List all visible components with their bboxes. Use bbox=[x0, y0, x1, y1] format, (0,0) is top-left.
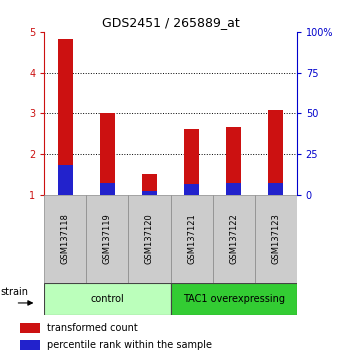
Bar bbox=[20, 323, 40, 333]
Text: GSM137121: GSM137121 bbox=[187, 213, 196, 264]
Bar bbox=[142, 175, 157, 195]
Text: transformed count: transformed count bbox=[47, 322, 138, 332]
Bar bbox=[100, 113, 115, 195]
Text: GSM137120: GSM137120 bbox=[145, 213, 154, 264]
Text: GSM137118: GSM137118 bbox=[61, 213, 70, 264]
Bar bbox=[268, 110, 283, 195]
Bar bbox=[129, 195, 170, 283]
Bar bbox=[170, 283, 297, 315]
Text: GSM137122: GSM137122 bbox=[229, 213, 238, 264]
Bar bbox=[142, 192, 157, 195]
Bar bbox=[44, 195, 86, 283]
Text: GSM137123: GSM137123 bbox=[271, 213, 280, 264]
Bar bbox=[58, 39, 73, 195]
Text: GSM137119: GSM137119 bbox=[103, 213, 112, 264]
Text: strain: strain bbox=[1, 287, 29, 297]
Text: TAC1 overexpressing: TAC1 overexpressing bbox=[182, 294, 285, 304]
Text: control: control bbox=[91, 294, 124, 304]
Bar bbox=[44, 283, 170, 315]
Bar bbox=[170, 195, 212, 283]
Text: percentile rank within the sample: percentile rank within the sample bbox=[47, 340, 212, 350]
Bar bbox=[226, 127, 241, 195]
Bar bbox=[86, 195, 129, 283]
Bar bbox=[212, 195, 255, 283]
Bar bbox=[184, 184, 199, 195]
Bar bbox=[268, 183, 283, 195]
Bar bbox=[184, 129, 199, 195]
Bar bbox=[255, 195, 297, 283]
Bar bbox=[20, 341, 40, 350]
Bar bbox=[100, 183, 115, 195]
Bar bbox=[58, 165, 73, 195]
Title: GDS2451 / 265889_at: GDS2451 / 265889_at bbox=[102, 16, 239, 29]
Bar bbox=[226, 183, 241, 195]
